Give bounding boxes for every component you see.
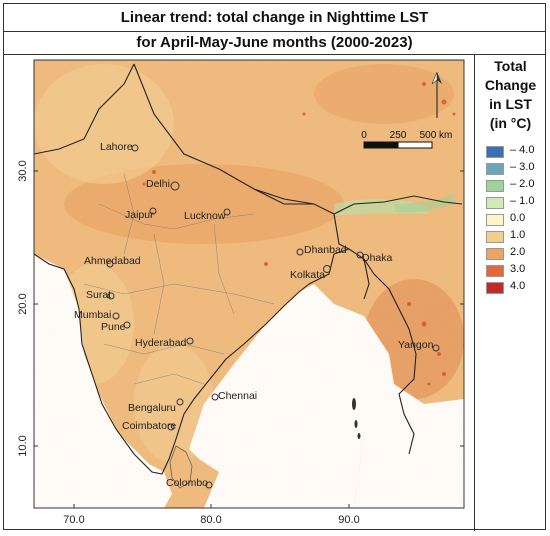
legend-title-line-3: in LST [489,96,532,112]
map-border [33,59,465,509]
city-marker-lahore [131,144,139,152]
city-label-yangon: Yangon [398,339,434,351]
city-marker-bengaluru [176,398,184,406]
city-marker-coimbatore [167,423,175,431]
city-marker-dhaka [356,251,364,259]
boundary-northeast [333,195,463,215]
legend-label: 4.0 [510,280,526,292]
legend-swatch [486,265,504,277]
legend-swatch [486,248,504,260]
legend-title: Total Change in LST (in °C) [474,57,547,133]
legend-title-line-1: Total [494,58,527,74]
raster-layer [34,60,464,508]
lat-label-10: 10.0 [17,435,29,456]
city-marker-delhi [170,181,180,191]
legend-label: – 1.0 [510,195,535,207]
city-label-kolkata: Kolkata [290,269,325,281]
lon-label-70: 70.0 [63,514,84,526]
city-marker-chennai [211,393,219,401]
city-marker-pune [123,321,131,329]
city-label-dhanbad: Dhanbad [304,244,347,256]
city-marker-surat [107,292,115,300]
hot-speckles [142,82,456,386]
title-line-1: Linear trend: total change in Nighttime … [120,9,429,26]
city-label-hyderabad: Hyderabad [135,337,187,349]
title-line-2: for April-May-June months (2000-2023) [4,31,545,51]
state-boundaries [83,173,275,385]
legend-title-line-2: Change [484,77,537,93]
city-label-mumbai: Mumbai [74,309,111,321]
boundary-myanmar-south [398,393,415,455]
city-layer: Lahore Delhi Jaipur Lucknow Ahmedabad Dh… [74,141,440,489]
lon-label-80: 80.0 [200,514,221,526]
city-label-dhaka: Dhaka [362,252,393,264]
boundary-bangladesh-north [333,213,350,250]
country-boundaries [33,63,463,475]
city-marker-mumbai [112,312,120,320]
legend-label: 2.0 [510,246,526,258]
legend-swatch [486,231,504,243]
legend-label: 1.0 [510,229,526,241]
scale-label-0: 0 [361,130,367,141]
legend-label: – 3.0 [510,161,535,173]
city-label-delhi: Delhi [146,178,170,190]
city-label-coimbatore: Coimbatore [122,420,176,432]
scale-bar-segment-2 [397,141,433,149]
boundary-nepal [253,188,315,205]
city-label-bengaluru: Bengaluru [128,402,176,414]
city-marker-dhanbad [296,248,304,256]
legend-title-line-4: (in °C) [489,115,532,131]
legend-swatch [486,146,504,158]
boundary-pakistan [33,63,135,155]
axis-ticks [34,170,464,508]
city-marker-jaipur [149,207,157,215]
title-box: Linear trend: total change in Nighttime … [4,4,545,55]
boundary-himalaya [133,63,335,215]
city-marker-colombo [205,481,213,489]
city-marker-hyderabad [186,337,194,345]
city-marker-lucknow [223,208,231,216]
legend-label: 0.0 [510,212,526,224]
city-marker-ahmedabad [106,260,114,268]
city-label-ahmedabad: Ahmedabad [84,255,141,267]
scale-bar: 0 250 500 km [361,130,453,149]
city-marker-yangon [432,344,440,352]
legend: Total Change in LST (in °C) – 4.0 – 3.0 – … [474,54,547,531]
legend-swatch [486,180,504,192]
map-svg: 30.0 20.0 10.0 70.0 80.0 90.0 0 250 500 … [17,59,465,526]
legend-label: – 4.0 [510,144,535,156]
city-label-lahore: Lahore [100,141,133,153]
city-label-pune: Pune [101,321,126,333]
coastline-peninsula [33,253,310,475]
boundary-bangladesh-east [363,258,370,300]
city-label-colombo: Colombo [166,477,208,489]
lat-label-20: 20.0 [17,293,29,314]
lat-label-30: 30.0 [17,160,29,181]
andaman-islands [352,398,361,439]
city-label-chennai: Chennai [218,390,257,402]
city-label-jaipur: Jaipur [125,209,154,221]
boundary-east [308,248,417,395]
legend-swatch [486,214,504,226]
scale-label-250: 250 [390,130,407,141]
scale-bar-segment-1 [363,141,399,149]
legend-swatch [486,282,504,294]
city-label-lucknow: Lucknow [184,210,226,222]
legend-label: – 2.0 [510,178,535,190]
figure-frame: Linear trend: total change in Nighttime … [3,3,547,531]
city-label-surat: Surat [86,289,111,301]
legend-swatch [486,197,504,209]
legend-swatch [486,163,504,175]
raster-texture [34,60,464,508]
scale-label-500: 500 km [420,130,453,141]
legend-label: 3.0 [510,263,526,275]
lon-label-90: 90.0 [338,514,359,526]
city-marker-kolkata [323,265,331,273]
map-panel: 30.0 20.0 10.0 70.0 80.0 90.0 0 250 500 … [4,54,475,531]
north-arrow-icon [431,71,442,118]
